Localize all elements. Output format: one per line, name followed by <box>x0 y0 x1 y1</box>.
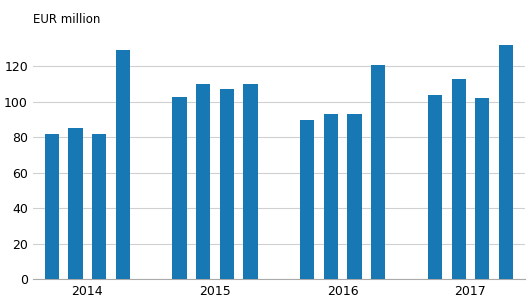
Bar <box>68 128 83 279</box>
Bar <box>475 98 489 279</box>
Bar <box>45 134 59 279</box>
Bar <box>92 134 106 279</box>
Bar <box>172 97 187 279</box>
Bar <box>116 50 130 279</box>
Bar <box>371 65 385 279</box>
Bar <box>243 84 258 279</box>
Bar <box>348 114 362 279</box>
Text: EUR million: EUR million <box>33 13 101 26</box>
Bar <box>196 84 211 279</box>
Bar <box>452 79 466 279</box>
Bar <box>499 45 513 279</box>
Bar <box>428 95 442 279</box>
Bar <box>324 114 338 279</box>
Bar <box>300 120 314 279</box>
Bar <box>220 89 234 279</box>
